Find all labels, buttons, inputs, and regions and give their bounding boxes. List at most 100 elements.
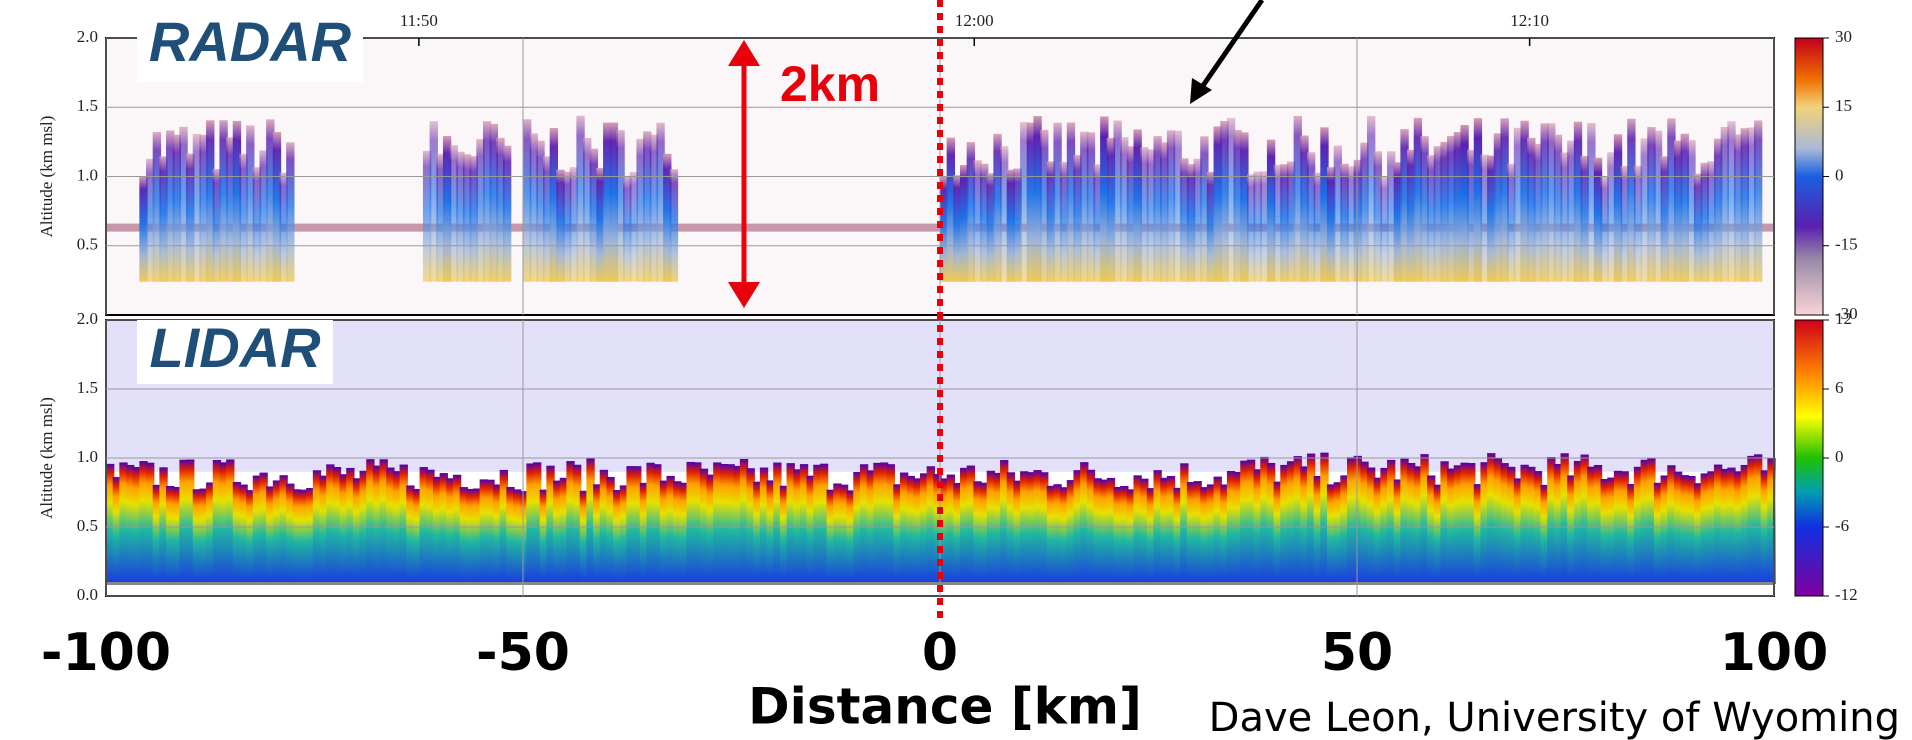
backscatter-column bbox=[1353, 455, 1363, 584]
colorbar-tick-label: -6 bbox=[1835, 516, 1849, 535]
backscatter-column bbox=[486, 479, 495, 584]
echo-column bbox=[1573, 121, 1583, 282]
echo-column bbox=[1660, 156, 1669, 282]
y-tick-label: 2.0 bbox=[77, 27, 98, 46]
x2-tick-label: 12:10 bbox=[1510, 11, 1549, 30]
echo-column bbox=[1747, 127, 1756, 282]
backscatter-column bbox=[759, 467, 769, 584]
backscatter-column bbox=[1020, 471, 1029, 584]
backscatter-column bbox=[119, 462, 128, 584]
echo-column bbox=[1106, 137, 1116, 282]
echo-column bbox=[940, 176, 949, 282]
backscatter-column bbox=[853, 471, 862, 584]
backscatter-column bbox=[406, 485, 415, 584]
echo-column bbox=[476, 139, 485, 282]
backscatter-column bbox=[412, 488, 422, 584]
backscatter-column bbox=[1753, 454, 1763, 584]
echo-column bbox=[469, 156, 478, 282]
backscatter-column bbox=[1747, 455, 1756, 584]
backscatter-column bbox=[1593, 464, 1603, 584]
backscatter-column bbox=[606, 476, 615, 584]
backscatter-column bbox=[386, 467, 395, 584]
backscatter-column bbox=[239, 484, 248, 584]
backscatter-column bbox=[819, 463, 829, 584]
backscatter-column bbox=[739, 458, 749, 584]
backscatter-column bbox=[699, 468, 709, 584]
x-tick-label: -50 bbox=[476, 623, 570, 683]
backscatter-column bbox=[1206, 484, 1216, 584]
backscatter-column bbox=[1433, 484, 1443, 584]
echo-column bbox=[246, 125, 255, 282]
backscatter-column bbox=[713, 462, 722, 584]
backscatter-column bbox=[1767, 458, 1776, 584]
echo-column bbox=[1233, 130, 1242, 282]
backscatter-column bbox=[1293, 456, 1302, 584]
backscatter-column bbox=[573, 464, 582, 584]
backscatter-column bbox=[439, 473, 448, 584]
echo-column bbox=[239, 153, 248, 282]
echo-column bbox=[1640, 138, 1649, 282]
echo-column bbox=[946, 137, 956, 282]
echo-column bbox=[589, 148, 599, 282]
echo-column bbox=[1093, 164, 1102, 282]
backscatter-column bbox=[1520, 464, 1529, 584]
backscatter-column bbox=[246, 490, 255, 584]
echo-column bbox=[1467, 149, 1476, 282]
backscatter-column bbox=[326, 464, 335, 584]
y-tick-label: 1.5 bbox=[77, 96, 98, 115]
echo-column bbox=[1593, 157, 1603, 282]
y-tick-label: 0.0 bbox=[77, 585, 98, 604]
backscatter-column bbox=[219, 462, 228, 584]
echo-column bbox=[656, 122, 665, 282]
backscatter-column bbox=[1733, 471, 1743, 584]
backscatter-column bbox=[1407, 462, 1416, 584]
backscatter-column bbox=[166, 486, 175, 584]
backscatter-column bbox=[1693, 483, 1703, 584]
backscatter-column bbox=[1393, 479, 1403, 584]
echo-column bbox=[429, 121, 438, 282]
backscatter-column bbox=[1193, 481, 1202, 584]
backscatter-column bbox=[1106, 477, 1116, 584]
backscatter-column bbox=[1367, 467, 1376, 584]
colorbar-tick-label: 0 bbox=[1835, 165, 1844, 184]
echo-column bbox=[272, 132, 282, 282]
echo-column bbox=[663, 153, 672, 282]
echo-column bbox=[1673, 140, 1683, 282]
backscatter-column bbox=[1220, 484, 1229, 584]
echo-column bbox=[422, 150, 432, 282]
echo-column bbox=[1033, 116, 1042, 282]
echo-column bbox=[649, 134, 659, 282]
echo-column bbox=[569, 167, 579, 282]
echo-column bbox=[1260, 171, 1269, 282]
echo-column bbox=[1053, 122, 1062, 282]
backscatter-column bbox=[1640, 459, 1649, 584]
echo-column bbox=[1547, 123, 1556, 282]
echo-column bbox=[623, 175, 632, 282]
echo-column bbox=[993, 133, 1002, 282]
echo-column bbox=[1707, 161, 1716, 282]
backscatter-column bbox=[1300, 466, 1309, 584]
backscatter-column bbox=[519, 491, 529, 584]
backscatter-column bbox=[726, 464, 735, 584]
backscatter-column bbox=[879, 462, 889, 584]
echo-column bbox=[643, 131, 652, 282]
backscatter-column bbox=[526, 463, 535, 584]
colorbar-tick-label: 6 bbox=[1835, 378, 1844, 397]
y-tick-label: 2.0 bbox=[77, 309, 98, 328]
backscatter-column bbox=[813, 464, 822, 584]
echo-column bbox=[616, 130, 625, 282]
echo-column bbox=[529, 133, 539, 282]
backscatter-column bbox=[1633, 466, 1643, 584]
title-box bbox=[137, 320, 333, 384]
backscatter-column bbox=[1126, 489, 1136, 584]
echo-column bbox=[960, 165, 969, 282]
backscatter-column bbox=[559, 477, 569, 584]
backscatter-column bbox=[1093, 478, 1102, 584]
backscatter-column bbox=[1166, 475, 1176, 584]
backscatter-column bbox=[1620, 471, 1629, 584]
colorbar-tick-label: -15 bbox=[1835, 235, 1858, 254]
echo-column bbox=[1480, 154, 1489, 282]
backscatter-column bbox=[766, 480, 775, 584]
backscatter-column bbox=[546, 465, 555, 584]
backscatter-column bbox=[339, 474, 348, 584]
